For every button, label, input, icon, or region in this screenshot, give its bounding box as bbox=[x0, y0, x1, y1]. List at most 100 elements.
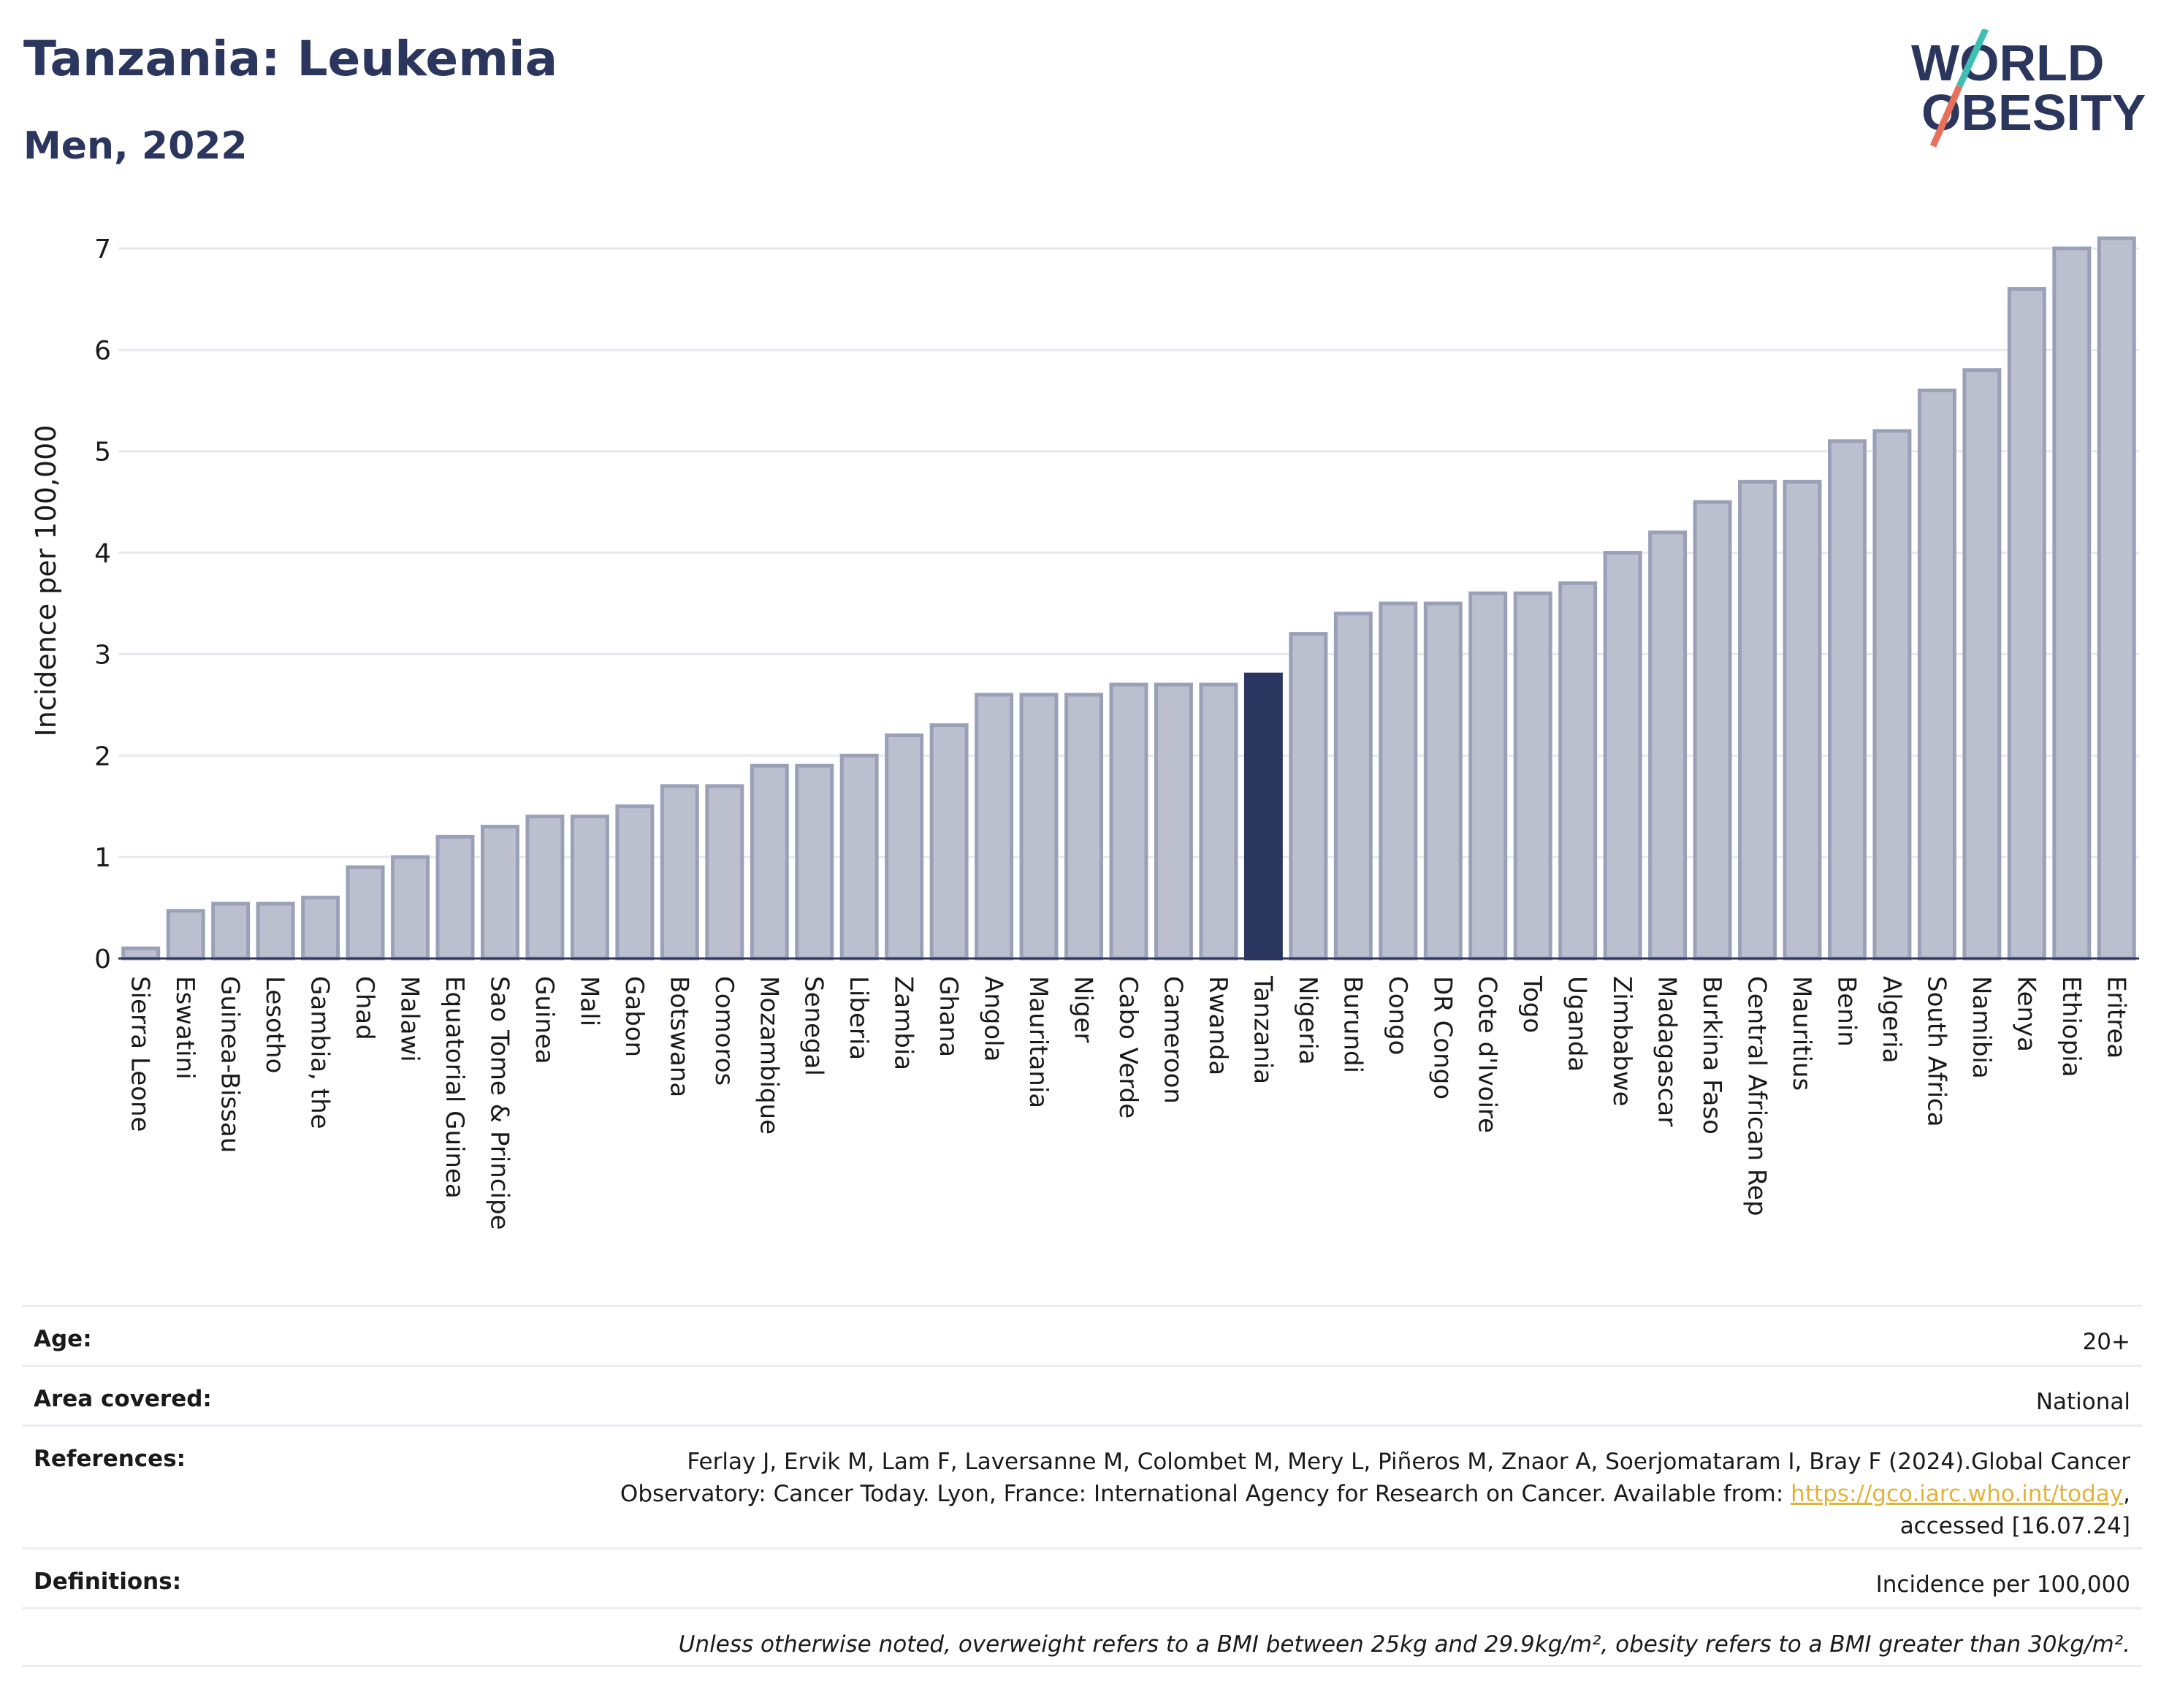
chart-subtitle: Men, 2022 bbox=[23, 124, 248, 168]
x-axis-labels: Sierra Leone Eswatini Guinea-Bissau Lesotho… bbox=[126, 975, 2131, 1230]
y-tick-label: 2 bbox=[94, 741, 111, 771]
bar-madagascar bbox=[1648, 530, 1688, 961]
y-axis-ticks: 0 1 2 3 4 5 6 7 bbox=[94, 235, 111, 975]
bar-liberia bbox=[839, 753, 879, 961]
x-tick-label: Lesotho bbox=[260, 976, 289, 1073]
x-tick-label: Guinea bbox=[530, 976, 559, 1064]
x-tick-label: Botswana bbox=[664, 976, 693, 1097]
y-axis-label: Incidence per 100,000 bbox=[30, 424, 62, 736]
x-tick-label: Angola bbox=[979, 976, 1008, 1061]
x-tick-label: Mauritania bbox=[1024, 976, 1053, 1108]
x-tick-label: Senegal bbox=[799, 976, 828, 1076]
x-tick-label: Eritrea bbox=[2101, 976, 2130, 1059]
bar-south-africa bbox=[1917, 388, 1956, 961]
x-tick-label: Namibia bbox=[1967, 976, 1996, 1079]
bar-guinea bbox=[525, 815, 565, 961]
bar-benin bbox=[1827, 439, 1867, 961]
bar-equatorial-guinea bbox=[435, 834, 475, 961]
bar-chart: 0 1 2 3 4 5 6 7 Sierra Leone Eswatini Guinea-Biss… bbox=[30, 235, 2139, 1230]
x-tick-label: Burundi bbox=[1338, 976, 1367, 1073]
y-tick-label: 1 bbox=[94, 843, 111, 873]
bar-namibia bbox=[1962, 368, 2002, 961]
bar-ghana bbox=[929, 723, 969, 961]
bar-cabo-verde bbox=[1109, 682, 1148, 961]
bar-zimbabwe bbox=[1603, 551, 1642, 961]
bar-kenya bbox=[2007, 287, 2046, 961]
x-tick-label: Niger bbox=[1069, 976, 1098, 1042]
x-tick-label: Malawi bbox=[395, 976, 424, 1062]
x-tick-label: Congo bbox=[1383, 976, 1412, 1055]
x-tick-label: Sierra Leone bbox=[126, 976, 155, 1132]
bar-mali bbox=[570, 815, 609, 961]
x-tick-label: Sao Tome & Principe bbox=[484, 976, 514, 1230]
x-tick-label: Zambia bbox=[889, 976, 918, 1070]
bar-tanzania bbox=[1243, 672, 1283, 961]
x-tick-label: Liberia bbox=[844, 976, 873, 1060]
age-label: Age: bbox=[34, 1326, 92, 1352]
bar-niger bbox=[1064, 693, 1104, 961]
x-tick-label: Benin bbox=[1832, 976, 1861, 1047]
x-tick-label: Mozambique bbox=[754, 976, 783, 1135]
y-tick-label: 0 bbox=[94, 945, 111, 975]
info-row-area: Area covered: National bbox=[22, 1365, 2142, 1425]
x-tick-label: Uganda bbox=[1563, 976, 1592, 1072]
references-link[interactable]: https://gco.iarc.who.int/today bbox=[1791, 1481, 2124, 1507]
x-tick-label: Comoros bbox=[709, 976, 739, 1086]
bar-gabon bbox=[615, 804, 655, 961]
bar-guinea-bissau bbox=[211, 901, 251, 961]
x-tick-label: Togo bbox=[1517, 975, 1547, 1033]
x-tick-label: Eswatini bbox=[170, 976, 199, 1080]
x-tick-label: DR Congo bbox=[1428, 976, 1457, 1099]
logo-slash-teal bbox=[1956, 29, 1989, 88]
info-row-references: References: Ferlay J, Ervik M, Lam F, La… bbox=[22, 1425, 2142, 1547]
bar-algeria bbox=[1872, 429, 1912, 961]
references-line3: accessed [16.07.24] bbox=[1899, 1513, 2130, 1539]
y-tick-label: 3 bbox=[94, 640, 111, 670]
bar-lesotho bbox=[256, 901, 295, 961]
bar-burkina-faso bbox=[1693, 500, 1732, 961]
x-tick-label: Zimbabwe bbox=[1607, 976, 1636, 1107]
bar-mozambique bbox=[750, 763, 789, 961]
bar-cote-d-ivoire bbox=[1468, 591, 1508, 961]
bar-congo bbox=[1379, 601, 1418, 961]
area-label: Area covered: bbox=[34, 1386, 212, 1412]
bar-senegal bbox=[795, 763, 834, 961]
x-tick-label: Cameroon bbox=[1158, 976, 1187, 1104]
bar-sao-tome-principe bbox=[480, 824, 519, 961]
area-value: National bbox=[2035, 1389, 2130, 1415]
logo-text-world: WORLD bbox=[1911, 34, 2104, 91]
x-tick-label: Central African Rep bbox=[1742, 976, 1772, 1216]
definitions-value: Incidence per 100,000 bbox=[1875, 1571, 2130, 1598]
bar-mauritania bbox=[1019, 693, 1059, 961]
references-line2-suffix: , bbox=[2123, 1481, 2130, 1507]
bar-sierra-leone bbox=[121, 946, 161, 961]
definitions-label: Definitions: bbox=[34, 1568, 182, 1595]
bar-botswana bbox=[660, 784, 699, 961]
bar-malawi bbox=[391, 855, 430, 961]
x-tick-label: Mali bbox=[574, 976, 603, 1026]
bmi-note: Unless otherwise noted, overweight refer… bbox=[678, 1631, 2130, 1658]
bar-gambia-the bbox=[301, 896, 340, 961]
x-tick-label: Tanzania bbox=[1248, 975, 1277, 1084]
x-tick-label: Equatorial Guinea bbox=[440, 976, 469, 1199]
x-tick-label: Algeria bbox=[1877, 976, 1906, 1063]
info-table: Age: 20+ Area covered: National Referenc… bbox=[22, 1305, 2142, 1667]
bars bbox=[121, 236, 2136, 961]
x-tick-label: Gambia, the bbox=[305, 976, 335, 1129]
y-tick-label: 5 bbox=[94, 438, 111, 468]
references-label: References: bbox=[34, 1446, 186, 1472]
x-tick-label: Nigeria bbox=[1293, 976, 1322, 1065]
world-obesity-logo: WORLD OBESITY bbox=[1911, 29, 2146, 148]
bar-burundi bbox=[1333, 611, 1373, 961]
bar-rwanda bbox=[1199, 682, 1238, 961]
x-tick-label: Cote d'Ivoire bbox=[1473, 976, 1502, 1133]
bar-chad bbox=[346, 865, 385, 961]
bar-central-african-rep bbox=[1738, 479, 1777, 961]
bar-ethiopia bbox=[2052, 246, 2092, 961]
bar-nigeria bbox=[1289, 632, 1328, 961]
chart-title: Tanzania: Leukemia bbox=[23, 31, 558, 87]
x-tick-label: Chad bbox=[350, 976, 379, 1040]
y-tick-label: 4 bbox=[94, 539, 111, 569]
info-row-age: Age: 20+ bbox=[22, 1305, 2142, 1365]
bar-zambia bbox=[885, 733, 924, 961]
